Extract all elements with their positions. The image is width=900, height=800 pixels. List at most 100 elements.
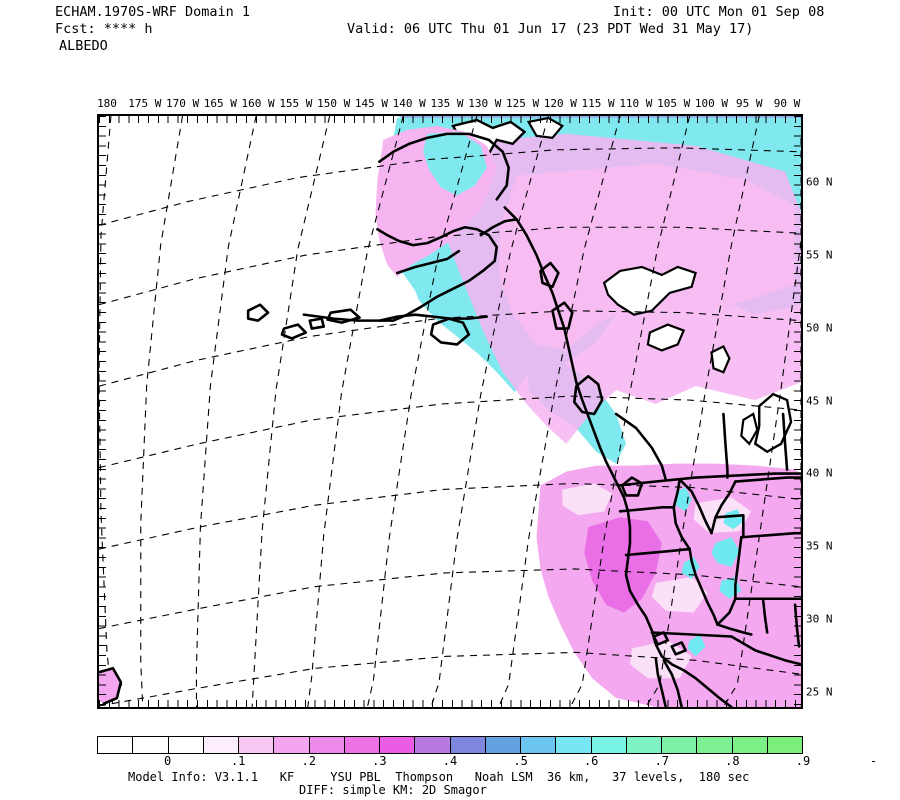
coast-alaska-north <box>378 132 510 201</box>
graticule <box>99 116 801 707</box>
lon-tick-label: 125 W <box>505 97 540 110</box>
coast-seward <box>479 218 518 237</box>
colorbar-tick-labels: 0 .1 .2 .3 .4 .5 .6 .7 .8 .9 - <box>97 754 877 770</box>
lake-tahoe-fill <box>687 634 706 657</box>
meridian-145W <box>498 116 621 707</box>
colorbar-tick-label: 0 <box>163 754 172 768</box>
lake-great-slave <box>646 323 686 352</box>
map-canvas <box>99 116 801 707</box>
colorbar-cell[interactable] <box>450 737 486 753</box>
border-wa-id <box>672 478 681 509</box>
lon-tick-label: 135 W <box>430 97 464 110</box>
coast-puget <box>620 476 644 497</box>
parallel-45N <box>99 482 801 550</box>
colorbar-tick-label: .9 <box>795 754 811 768</box>
footer: Model Info: V3.1.1 KF YSU PBL Thompson N… <box>0 770 900 800</box>
latitude-axis-labels: 60 N 55 N 50 N 45 N 40 N 35 N 30 N 25 N <box>806 114 896 709</box>
field-name: ALBEDO <box>59 38 108 54</box>
border-az-nm <box>761 599 769 634</box>
border-id-wy <box>714 514 745 539</box>
colorbar-tick-label: .5 <box>513 754 528 768</box>
init-time: Init: 00 UTC Mon 01 Sep 08 <box>613 4 825 20</box>
lon-tick-label: 175 W <box>128 97 162 110</box>
parallel-40N <box>99 568 801 630</box>
coast-usa-west <box>616 484 733 707</box>
longitude-axis-labels: 180 175 W 170 W 165 W 160 W 155 W 150 W 145 W 14… <box>97 97 803 112</box>
colorbar-tick-label: .3 <box>372 754 387 768</box>
coast-baja <box>662 659 683 707</box>
colorbar-cell[interactable] <box>133 737 169 753</box>
lon-tick-label: 170 W <box>165 97 200 110</box>
colorbar-cell[interactable] <box>662 737 698 753</box>
colorbar-tick-label: - <box>869 754 878 768</box>
map-plot-panel[interactable] <box>97 114 803 709</box>
colorbar-tick-label: .7 <box>654 754 670 768</box>
border-ca-az <box>716 623 753 636</box>
ocean-pacific <box>99 116 595 707</box>
lat-tick-label: 40 N <box>806 466 833 480</box>
colorbar-tick-label: .1 <box>230 754 246 768</box>
colorbar-cell[interactable] <box>767 737 802 753</box>
colorbar-cell[interactable] <box>556 737 592 753</box>
lake-great-salt-fill <box>711 537 740 567</box>
colorbar-cell[interactable] <box>591 737 627 753</box>
coast-aleutian-3 <box>308 317 326 330</box>
border-nv-ca <box>688 547 719 626</box>
lake-athabasca <box>710 344 731 374</box>
colorbar-cell[interactable] <box>168 737 204 753</box>
border-nv-az <box>716 597 737 626</box>
colorbar-cell[interactable] <box>239 737 275 753</box>
lat-tick-label: 30 N <box>806 612 833 626</box>
lon-tick-label: 140 W <box>392 97 426 110</box>
valid-time: Valid: 06 UTC Thu 01 Jun 17 (23 PDT Wed … <box>347 21 754 37</box>
meridian-155W <box>366 116 478 707</box>
coast-alaska <box>376 225 499 322</box>
colorbar-cell[interactable] <box>485 737 521 753</box>
parallel-65N <box>99 147 801 226</box>
colorbar-cells[interactable] <box>97 736 803 754</box>
lon-tick-label: 120 W <box>543 97 577 110</box>
map-svg <box>99 116 801 707</box>
border-id-mt <box>678 478 737 535</box>
colorbar-cell[interactable] <box>697 737 733 753</box>
colorbar-cell[interactable] <box>98 737 134 753</box>
colorbar-cell[interactable] <box>626 737 662 753</box>
coast-queen-charlotte <box>539 261 560 289</box>
lon-tick-label: 145 W <box>354 97 388 110</box>
colorbar-cell[interactable] <box>274 737 310 753</box>
coast-bristol <box>396 249 461 275</box>
lon-tick-label: 160 W <box>241 97 275 110</box>
colorbar-cell[interactable] <box>203 737 239 753</box>
border-us-canada <box>616 472 801 487</box>
colorbar-cell[interactable] <box>415 737 451 753</box>
albedo-fill-pale-baja <box>629 640 692 679</box>
border-sask-manitoba <box>781 412 789 471</box>
colorbar-cell[interactable] <box>344 737 380 753</box>
lat-tick-label: 55 N <box>806 248 833 262</box>
border-or-id <box>672 506 691 551</box>
colorbar[interactable] <box>97 736 803 754</box>
colorbar-tick-label: .6 <box>583 754 599 768</box>
colorbar-cell[interactable] <box>521 737 557 753</box>
lake-oregon-fill <box>723 509 744 530</box>
meridian-165W <box>251 116 331 707</box>
colorbar-cell[interactable] <box>732 737 768 753</box>
lon-tick-label: 165 W <box>203 97 237 110</box>
parallel-50N <box>99 395 801 469</box>
colorbar-cell[interactable] <box>309 737 345 753</box>
lat-tick-label: 45 N <box>806 394 833 408</box>
lon-tick-label: 115 W <box>581 97 615 110</box>
border-wa-or <box>618 506 676 513</box>
colorbar-cell[interactable] <box>380 737 416 753</box>
lat-tick-label: 60 N <box>806 175 833 189</box>
lon-tick-label: 180 <box>97 97 117 110</box>
meridian-175W <box>140 116 184 707</box>
border-bc-alberta <box>614 412 668 481</box>
lon-tick-label: 130 W <box>468 97 502 110</box>
meridian-150W <box>430 116 549 707</box>
model-info-text: Model Info: V3.1.1 KF YSU PBL Thompson N… <box>128 770 750 784</box>
diffusion-info-text: DIFF: simple KM: 2D Smagor <box>299 783 487 797</box>
lat-tick-label: 50 N <box>806 321 833 335</box>
lon-tick-label: 95 W <box>735 97 763 110</box>
coast-socal <box>670 641 687 656</box>
